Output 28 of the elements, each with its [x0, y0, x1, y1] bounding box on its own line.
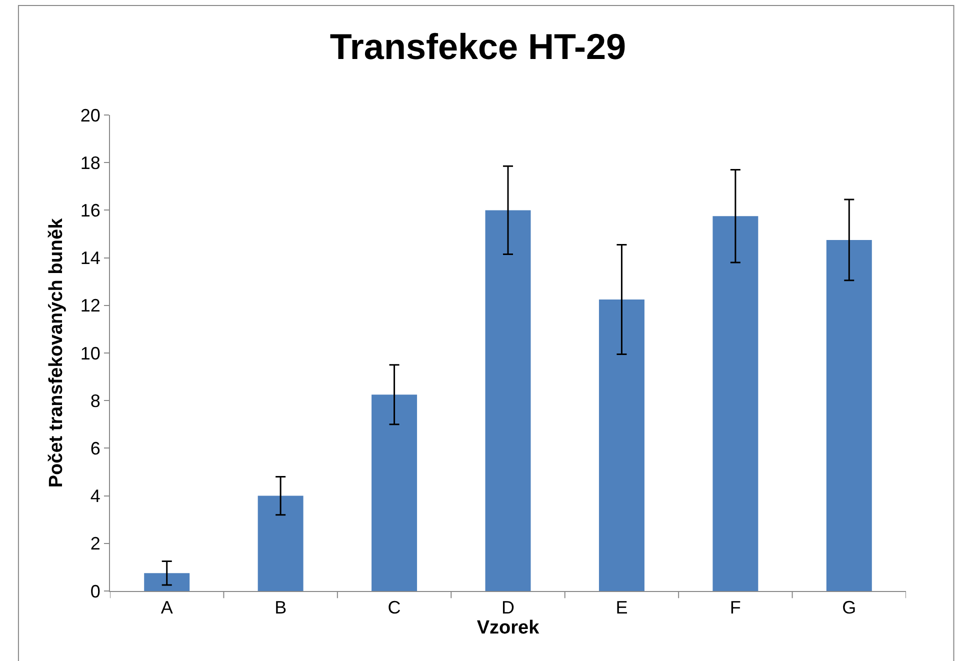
y-tick-label: 12 — [80, 296, 100, 316]
bar — [485, 210, 531, 591]
y-tick-label: 18 — [80, 152, 100, 173]
bar — [258, 496, 304, 591]
x-tick-label: A — [160, 598, 173, 618]
x-tick-label: E — [616, 598, 628, 618]
y-tick-label: 10 — [80, 343, 100, 364]
y-tick-label: 20 — [80, 105, 100, 126]
bar — [372, 394, 418, 591]
x-axis-title: Vzorek — [476, 618, 540, 639]
x-tick-label: C — [388, 598, 401, 618]
x-tick-label: F — [730, 598, 741, 618]
y-tick-label: 4 — [90, 486, 100, 506]
bar — [598, 299, 644, 591]
y-axis-title: Počet transfekovaných buněk — [46, 218, 68, 488]
y-tick-label: 16 — [80, 200, 100, 220]
y-tick-label: 2 — [90, 534, 100, 554]
y-tick-label: 8 — [90, 390, 100, 411]
y-tick-label: 0 — [90, 581, 100, 602]
y-tick-label: 14 — [80, 248, 100, 268]
chart-title: Transfekce HT-29 — [330, 26, 626, 67]
bar — [712, 216, 758, 591]
x-tick-label: G — [842, 598, 856, 618]
x-tick-label: B — [274, 598, 287, 618]
bar — [826, 240, 872, 591]
y-tick-label: 6 — [90, 438, 100, 458]
x-tick-label: D — [502, 598, 514, 618]
bar — [144, 573, 190, 591]
